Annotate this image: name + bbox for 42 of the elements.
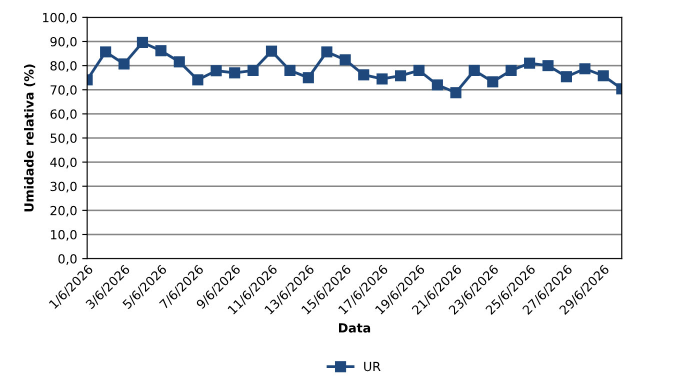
point (266, 46, 278, 57)
legend-label: UR (364, 362, 381, 372)
point (598, 70, 609, 82)
point (284, 64, 296, 76)
y-tick-label: 60,0 (50, 109, 77, 120)
point (100, 46, 112, 58)
point (248, 64, 259, 76)
y-tick-label: 10,0 (50, 230, 77, 241)
point (468, 64, 480, 76)
point (192, 74, 204, 86)
y-tick-label: 70,0 (50, 85, 77, 96)
point (302, 72, 314, 84)
y-tick-label: 80,0 (50, 61, 77, 72)
point (450, 87, 462, 98)
y-tick-label: 90,0 (50, 36, 77, 48)
point (579, 63, 590, 74)
point (118, 58, 130, 70)
point (524, 58, 536, 69)
point (506, 64, 517, 76)
point (376, 73, 388, 84)
y-tick-label: 20,0 (50, 206, 77, 217)
point (136, 36, 148, 48)
x-axis-title: Data (339, 323, 370, 333)
point (432, 79, 443, 90)
point (210, 65, 222, 76)
point (413, 64, 425, 76)
y-axis-title: Umidade relativa (%) (24, 64, 36, 212)
point (155, 45, 166, 56)
point (542, 60, 554, 72)
point (174, 56, 185, 68)
y-tick-label: 100,0 (43, 12, 77, 24)
point (229, 67, 240, 78)
point (358, 69, 370, 80)
point (560, 71, 572, 82)
y-tick-label: 50,0 (50, 133, 77, 144)
y-tick-label: 0,0 (58, 254, 77, 265)
y-tick-label: 40,0 (50, 158, 77, 168)
y-tick-label: 30,0 (50, 182, 77, 192)
point (394, 70, 406, 82)
point (340, 54, 351, 66)
point (487, 76, 498, 88)
point (321, 46, 332, 58)
